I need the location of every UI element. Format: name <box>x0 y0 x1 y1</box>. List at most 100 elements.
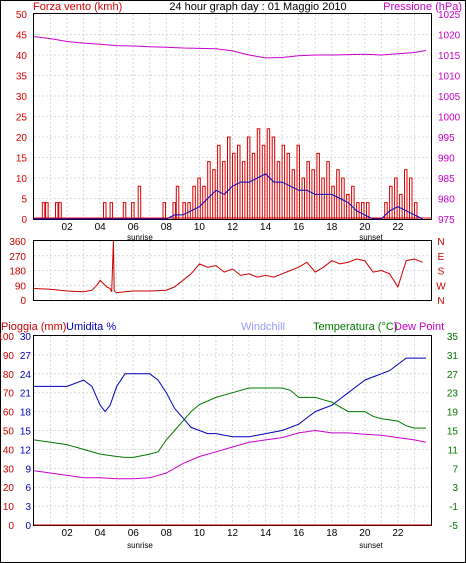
x-tick-label: 16 <box>293 222 305 233</box>
x-tick-label: 10 <box>194 222 206 233</box>
pressure-tick-label: 1025 <box>438 10 461 21</box>
windchill-legend: Windchill <box>241 321 285 333</box>
rain-tick-label: 90 <box>3 351 15 362</box>
x-tick-label: 12 <box>227 222 239 233</box>
rain-tick-label: 0 <box>8 521 14 532</box>
direction-tick-label: 270 <box>9 252 26 263</box>
wind-tick-label: 25 <box>16 113 28 124</box>
wind-tick-label: 15 <box>16 154 28 165</box>
humidity-axis-label: Umidita % <box>66 321 116 333</box>
humidity-tick-label: 15 <box>20 427 32 438</box>
compass-tick-label: E <box>438 252 445 263</box>
rain-tick-label: 100 <box>0 332 14 343</box>
humidity-tick-label: 24 <box>20 370 32 381</box>
humidity-line <box>34 357 426 438</box>
rain-tick-label: 40 <box>3 445 15 456</box>
wind-tick-label: 45 <box>16 31 28 42</box>
temperature-tick-label: -5 <box>449 521 458 532</box>
humidity-tick-label: 3 <box>25 502 31 513</box>
pressure-tick-label: 995 <box>438 133 455 144</box>
pressure-tick-label: 975 <box>438 215 455 226</box>
temperature-axis-label: Temperatura (°C) <box>313 321 397 333</box>
wind-tick-label: 10 <box>16 174 28 185</box>
humidity-tick-label: 30 <box>20 332 32 343</box>
humidity-tick-label: 6 <box>25 483 31 494</box>
wind-tick-label: 5 <box>21 195 27 206</box>
rain-tick-label: 60 <box>3 408 15 419</box>
x-tick-labels: 02 04 06 08 10 12 14 16 18 20 22 02 04 06 08 10 12 14 16 18… <box>62 222 404 539</box>
x-tick-label: 20 <box>359 528 371 539</box>
x-tick-label: 02 <box>62 528 74 539</box>
humidity-tick-label: 12 <box>20 445 32 456</box>
humidity-tick-label: 21 <box>20 389 32 400</box>
wind-tick-label: 20 <box>16 133 28 144</box>
humidity-tick-label: 27 <box>20 351 32 362</box>
pressure-axis-label: Pressione (hPa) <box>383 1 462 13</box>
pressure-tick-label: 1010 <box>438 72 461 83</box>
pressure-tick-label: 990 <box>438 154 455 165</box>
x-tick-label: 22 <box>392 222 404 233</box>
x-tick-label: 02 <box>62 222 74 233</box>
x-tick-label: 04 <box>95 528 107 539</box>
rain-tick-label: 50 <box>3 427 15 438</box>
temperature-tick-label: 15 <box>447 427 459 438</box>
pressure-tick-label: 1015 <box>438 51 461 62</box>
wind-axis-label: Forza vento (kmh) <box>33 1 122 13</box>
sunrise-label-bottom: sunrise <box>127 541 153 550</box>
compass-tick-label: W <box>436 281 446 292</box>
temperature-tick-label: 7 <box>452 464 458 475</box>
x-tick-label: 06 <box>128 222 140 233</box>
humidity-tick-label: 18 <box>20 408 32 419</box>
x-tick-label: 10 <box>194 528 206 539</box>
x-tick-label: 06 <box>128 528 140 539</box>
humidity-tick-label: 0 <box>25 521 31 532</box>
rain-tick-label: 80 <box>3 370 15 381</box>
wind-tick-label: 30 <box>16 92 28 103</box>
data-series <box>33 36 431 526</box>
temperature-tick-label: 3 <box>452 483 458 494</box>
rain-tick-label: 20 <box>3 483 15 494</box>
pressure-tick-label: 985 <box>438 174 455 185</box>
wind-tick-label: 50 <box>16 10 28 21</box>
rain-tick-label: 10 <box>3 502 15 513</box>
grid-lines <box>34 14 431 525</box>
rain-tick-label: 30 <box>3 464 15 475</box>
wind-tick-label: 40 <box>16 51 28 62</box>
temperature-tick-label: 31 <box>447 351 459 362</box>
temperature-line <box>33 387 426 458</box>
x-tick-label: 18 <box>326 528 338 539</box>
x-tick-label: 08 <box>161 222 173 233</box>
compass-tick-label: N <box>437 237 444 248</box>
wind-direction-line <box>33 240 423 294</box>
x-tick-label: 14 <box>260 528 272 539</box>
wind-average-line <box>34 173 423 220</box>
wind-tick-label: 35 <box>16 72 28 83</box>
sunset-label-top: sunset <box>359 233 383 242</box>
x-tick-label: 22 <box>392 528 404 539</box>
chart-title: 24 hour graph day : 01 Maggio 2010 <box>169 1 346 13</box>
x-tick-label: 14 <box>260 222 272 233</box>
humidity-tick-label: 9 <box>25 464 31 475</box>
dewpoint-legend: Dew Point <box>394 321 444 333</box>
x-tick-label: 18 <box>326 222 338 233</box>
wind-tick-label: 0 <box>21 215 27 226</box>
temperature-tick-label: 11 <box>448 445 459 456</box>
pressure-tick-label: 1020 <box>438 31 461 42</box>
direction-tick-label: 180 <box>9 267 26 278</box>
temperature-tick-label: 19 <box>447 408 459 419</box>
sunset-label-bottom: sunset <box>359 541 383 550</box>
axis-ticks: 0510152025303540455097598098599099510001… <box>0 10 461 532</box>
pressure-tick-label: 980 <box>438 195 455 206</box>
temperature-tick-label: 23 <box>447 389 459 400</box>
pressure-tick-label: 1000 <box>438 113 461 124</box>
pressure-tick-label: 1005 <box>438 92 461 103</box>
compass-tick-label: N <box>437 296 444 307</box>
x-tick-label: 16 <box>293 528 305 539</box>
direction-tick-label: 0 <box>20 296 26 307</box>
x-tick-label: 08 <box>161 528 173 539</box>
sunrise-label-top: sunrise <box>127 233 153 242</box>
x-tick-label: 20 <box>359 222 371 233</box>
direction-tick-label: 90 <box>15 281 27 292</box>
rain-axis-label: Pioggia (mm) <box>1 321 66 333</box>
